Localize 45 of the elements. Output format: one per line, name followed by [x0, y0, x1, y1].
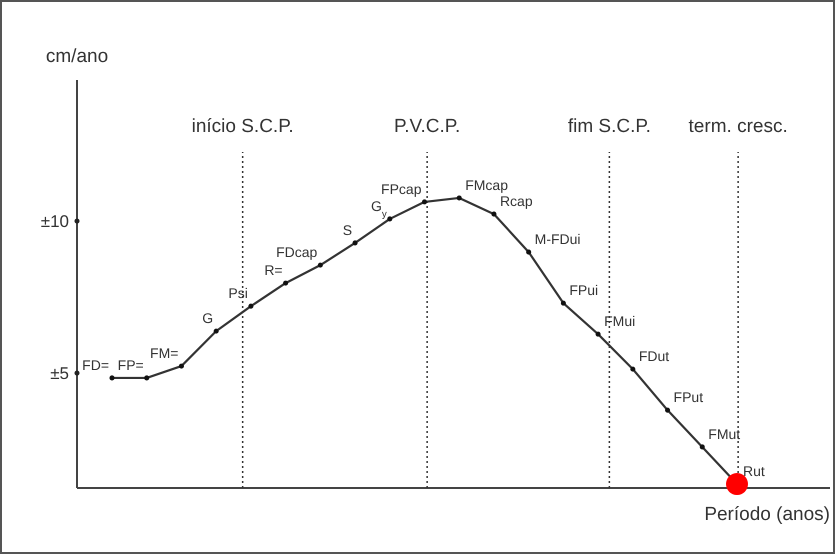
data-label: FPcap	[381, 180, 422, 197]
data-label: FD=	[82, 356, 109, 373]
data-label: Rcap	[500, 193, 533, 210]
annotation: início S.C.P.	[192, 116, 294, 137]
data-label: FDcap	[276, 244, 318, 260]
y-tick-label: ±5	[50, 364, 69, 384]
data-label: G$_{y}$	[370, 198, 387, 220]
point	[318, 262, 323, 268]
point	[700, 444, 705, 450]
data-label: FMcap	[465, 176, 508, 193]
data-label: FM=	[150, 345, 178, 362]
point	[596, 332, 601, 337]
data-label: FPui	[569, 282, 598, 298]
point	[456, 195, 462, 200]
point	[526, 250, 532, 255]
point	[144, 375, 150, 380]
data-label: R=	[264, 262, 283, 278]
x-axis-title: Período (anos)	[704, 504, 830, 525]
point	[352, 240, 358, 246]
data-label: G	[202, 310, 214, 326]
point	[178, 364, 184, 369]
point	[214, 328, 219, 334]
data-label: S	[342, 222, 352, 238]
data-label: Psi	[228, 285, 248, 302]
y-tick-label: ±10	[40, 212, 69, 232]
point	[560, 300, 566, 306]
point	[630, 366, 636, 372]
point	[422, 199, 428, 204]
data-label: FPut	[674, 389, 704, 406]
point	[109, 375, 115, 380]
data-label: Rut	[743, 463, 765, 480]
point	[491, 212, 496, 217]
data-label: FDut	[638, 348, 670, 364]
data-label: FP=	[118, 356, 144, 373]
annotation: fim S.C.P.	[568, 116, 651, 137]
data-label: FMui	[604, 313, 636, 330]
annotation: term. cresc.	[688, 116, 788, 137]
point	[387, 216, 392, 222]
point	[665, 408, 670, 413]
data-label: FMut	[708, 426, 740, 442]
point	[283, 280, 288, 286]
point	[248, 304, 254, 309]
y-axis-title: cm/ano	[46, 46, 108, 67]
annotation: P.V.C.P.	[394, 116, 460, 137]
data-label: M-FDui	[534, 231, 581, 248]
